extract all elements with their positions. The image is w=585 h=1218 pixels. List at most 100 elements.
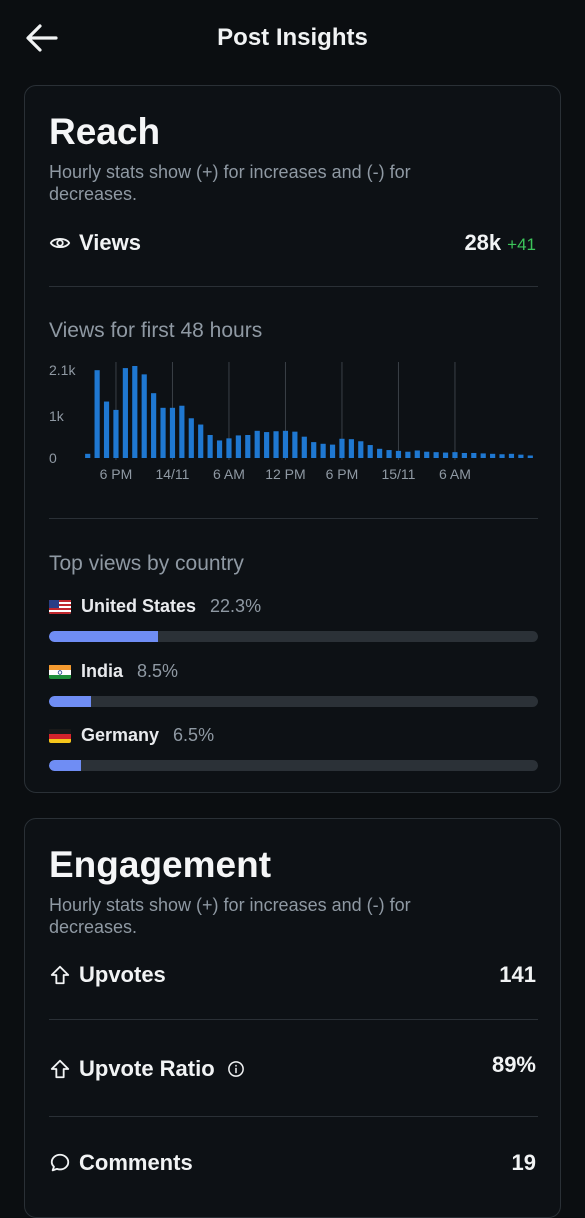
views-value: 28k — [464, 230, 502, 255]
back-button[interactable] — [22, 20, 62, 56]
views-label: Views — [79, 230, 141, 255]
chart-bar — [452, 452, 458, 458]
views-delta: +41 — [507, 235, 536, 254]
chart-bar — [264, 432, 270, 458]
arrow-left-icon — [26, 24, 58, 52]
chart-bar — [395, 450, 402, 458]
upvote-ratio-value: 89% — [491, 1052, 536, 1077]
upvote-ratio-row: Upvote Ratio — [49, 1056, 245, 1082]
chart-bar — [367, 445, 373, 458]
top-bar: Post Insights — [0, 0, 585, 78]
chart-bar — [292, 431, 298, 458]
comments-row: Comments — [49, 1150, 193, 1176]
views-row: Views — [49, 230, 141, 256]
comments-label: Comments — [79, 1150, 193, 1175]
comment-bubble-icon — [50, 1153, 70, 1172]
views-value-group: 28k +41 — [464, 230, 536, 256]
reach-card: Reach Hourly stats show (+) for increase… — [24, 85, 561, 793]
chart-bar — [85, 453, 91, 458]
y-tick-label: 2.1k — [49, 362, 76, 378]
engagement-subtitle: Hourly stats show (+) for increases and … — [49, 895, 411, 937]
chart-bar — [320, 443, 326, 458]
chart-bar — [358, 441, 364, 458]
page-title: Post Insights — [217, 24, 368, 51]
chart-bar — [245, 435, 251, 458]
country-pct: 8.5% — [137, 661, 179, 681]
country-row-us: United States 22.3% — [49, 596, 538, 642]
chart-bar — [339, 438, 345, 458]
chart-bar — [461, 452, 467, 458]
country-pct: 6.5% — [173, 725, 215, 745]
us-flag-icon — [49, 599, 71, 614]
chart-bar — [94, 370, 100, 458]
engagement-card: Engagement Hourly stats show (+) for inc… — [24, 818, 561, 1218]
chart-bar — [348, 439, 354, 458]
chart-bar — [254, 430, 260, 458]
chart-bar — [216, 440, 223, 458]
x-tick-label: 6 AM — [439, 466, 471, 482]
upvote-ratio-label: Upvote Ratio — [79, 1056, 215, 1081]
reach-title: Reach — [49, 111, 161, 152]
country-name: Germany — [81, 725, 160, 745]
y-tick-label: 1k — [49, 408, 65, 424]
upvotes-row: Upvotes — [49, 962, 166, 988]
country-pct: 22.3% — [210, 596, 262, 616]
germany-flag-icon — [49, 728, 71, 743]
chart-bar — [103, 401, 110, 458]
chart-bar — [122, 368, 128, 458]
upvotes-value: 141 — [499, 962, 536, 987]
chart-bar — [273, 431, 279, 458]
chart-bar — [179, 405, 185, 458]
country-bar-track — [49, 631, 538, 642]
chart-bar — [160, 407, 166, 458]
engagement-title: Engagement — [49, 844, 272, 885]
chart-bar — [226, 438, 232, 458]
divider — [49, 1116, 538, 1117]
chart-bar — [329, 444, 336, 458]
info-icon[interactable] — [227, 1060, 245, 1078]
upvote-arrow-icon — [50, 965, 70, 985]
chart-bar — [386, 450, 392, 458]
chart-bar — [490, 453, 496, 458]
x-tick-label: 6 PM — [326, 466, 359, 482]
chart-bar — [508, 453, 515, 458]
country-name: India — [81, 661, 124, 681]
country-bar-fill — [49, 631, 159, 642]
india-flag-icon — [49, 664, 71, 679]
comments-value: 19 — [511, 1150, 536, 1175]
chart-bar — [414, 450, 420, 458]
x-tick-label: 14/11 — [155, 466, 189, 482]
chart-bar — [141, 374, 147, 458]
chart-bar — [188, 418, 194, 458]
divider — [49, 518, 538, 519]
upvotes-label: Upvotes — [79, 962, 166, 987]
country-row-de: Germany 6.5% — [49, 725, 538, 771]
x-tick-label: 6 AM — [213, 466, 245, 482]
country-name: United States — [81, 596, 197, 616]
chart-bar — [377, 448, 383, 458]
chart-bar — [499, 454, 505, 458]
x-tick-label: 6 PM — [100, 466, 133, 482]
views-bar-chart: 2.1k 1k 0 6 PM 14/11 6 AM 12 PM 6 PM 15/11 6 AM — [49, 362, 533, 482]
chart-bar — [169, 407, 176, 458]
chart-title: Views for first 48 hours — [49, 319, 263, 342]
x-tick-label: 12 PM — [265, 466, 305, 482]
chart-bar — [301, 436, 307, 458]
chart-bar — [442, 452, 449, 458]
chart-bar — [433, 452, 439, 458]
country-bar-fill — [49, 696, 91, 707]
y-tick-label: 0 — [49, 450, 57, 466]
x-tick-label: 15/11 — [381, 466, 415, 482]
top-countries-title: Top views by country — [49, 552, 244, 575]
country-bar-track — [49, 760, 538, 771]
country-bar-fill — [49, 760, 81, 771]
divider — [49, 1019, 538, 1020]
chart-bar — [405, 451, 411, 458]
chart-bar — [198, 424, 204, 458]
country-bar-track — [49, 696, 538, 707]
chart-bar — [207, 435, 213, 458]
country-row-in: India 8.5% — [49, 661, 538, 707]
chart-bar — [235, 435, 241, 458]
divider — [49, 286, 538, 287]
eye-icon — [49, 237, 71, 249]
